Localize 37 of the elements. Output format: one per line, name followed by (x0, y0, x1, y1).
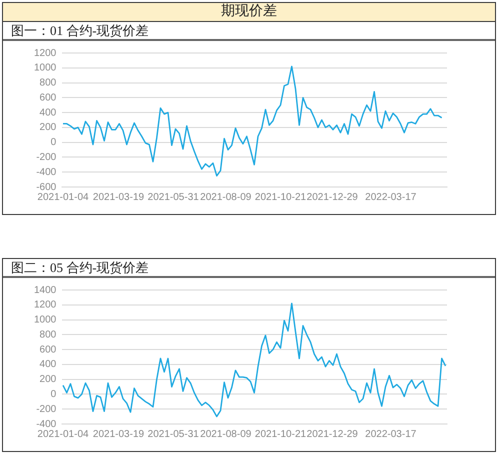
y-tick-label: 400 (40, 107, 57, 118)
x-tick-label: 2021-03-19 (92, 192, 145, 203)
chart-title: 期现价差 (221, 4, 277, 19)
y-tick-label: -400 (36, 166, 57, 178)
y-tick-label: 0 (50, 388, 57, 400)
chart-title: 图二：05 合约-现货价差 (11, 260, 149, 275)
y-tick-label: 600 (40, 92, 57, 104)
y-tick-label: -200 (36, 404, 57, 415)
x-tick-label: 2021-08-09 (200, 192, 252, 203)
y-tick-label: 1400 (34, 284, 57, 296)
chart-subtitle: 图一：01 合约-现货价差 (11, 23, 149, 38)
y-tick-label: 800 (40, 78, 57, 89)
x-tick-label: 2021-10-21 (254, 428, 307, 440)
x-tick-label: 2021-01-04 (37, 192, 90, 203)
x-tick-label: 2021-03-19 (92, 428, 145, 440)
y-tick-label: -200 (36, 152, 57, 163)
y-tick-label: 1200 (34, 48, 57, 59)
y-tick-label: 600 (40, 344, 57, 356)
y-tick-label: 400 (40, 359, 57, 370)
y-tick-label: 1000 (34, 314, 57, 326)
y-tick-label: 800 (40, 329, 57, 340)
y-tick-label: 200 (40, 122, 57, 134)
y-tick-label: 0 (50, 137, 57, 148)
x-tick-label: 2021-12-29 (306, 192, 358, 203)
y-tick-label: 200 (40, 374, 57, 386)
y-tick-label: 1000 (34, 62, 57, 74)
x-tick-label: 2022-03-17 (365, 192, 417, 203)
x-tick-label: 2021-08-09 (200, 428, 252, 440)
y-tick-label: -400 (36, 418, 57, 430)
y-tick-label: 1200 (34, 300, 57, 311)
x-tick-label: 2022-03-17 (365, 428, 417, 440)
x-tick-label: 2021-01-04 (37, 428, 90, 440)
x-tick-label: 2021-12-29 (306, 428, 358, 440)
x-tick-label: 2021-10-21 (254, 192, 307, 203)
x-tick-label: 2021-05-31 (148, 192, 200, 203)
x-tick-label: 2021-05-31 (148, 428, 200, 440)
y-tick-label: -600 (36, 182, 57, 193)
